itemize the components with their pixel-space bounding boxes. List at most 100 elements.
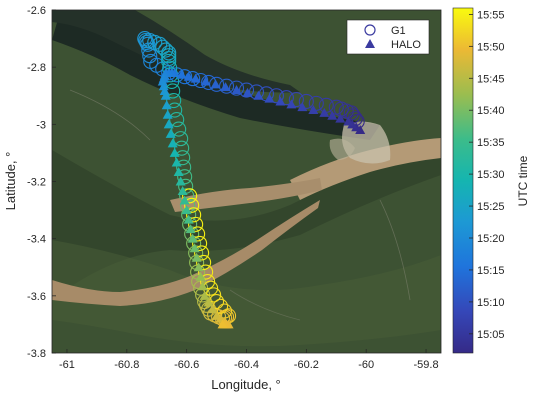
x-tick-label: -61 xyxy=(59,359,75,371)
g1-point xyxy=(152,36,168,52)
halo-point xyxy=(185,224,196,234)
g1-point xyxy=(176,159,192,175)
g1-point xyxy=(198,264,214,280)
colorbar-tick-label: 15:40 xyxy=(477,105,505,117)
halo-point xyxy=(162,109,173,119)
g1-point xyxy=(278,90,294,106)
legend-halo-label: HALO xyxy=(391,39,421,51)
halo-point xyxy=(203,297,214,307)
colorbar: 15:05 15:10 15:15 15:20 15:25 15:30 15:35 15:40… xyxy=(452,7,530,354)
legend-g1-marker xyxy=(364,24,376,36)
g1-point xyxy=(186,207,202,223)
g1-point xyxy=(188,216,204,232)
halo-point xyxy=(177,186,188,196)
legend-box xyxy=(346,19,430,55)
halo-point xyxy=(319,107,330,117)
g1-point xyxy=(182,188,198,204)
colorbar-tick-label: 15:55 xyxy=(477,9,505,21)
colorbar-tick-label: 15:05 xyxy=(477,329,505,341)
g1-point xyxy=(175,150,191,166)
halo-point xyxy=(159,85,170,95)
halo-point xyxy=(210,79,221,89)
g1-point xyxy=(298,93,314,110)
halo-point xyxy=(217,319,228,329)
legend-halo-marker xyxy=(365,39,375,48)
y-tick-label: -3 xyxy=(36,119,46,131)
x-tick-label: -60.4 xyxy=(234,359,259,371)
g1-point xyxy=(238,82,255,98)
halo-point xyxy=(335,113,346,123)
colorbar-tick-label: 15:35 xyxy=(477,137,505,149)
g1-point xyxy=(219,78,235,94)
halo-point xyxy=(200,76,211,86)
halo-point xyxy=(181,205,192,215)
colorbar-tick-label: 15:15 xyxy=(477,265,505,277)
halo-point xyxy=(160,90,171,100)
g1-point xyxy=(161,45,177,61)
halo-point xyxy=(297,102,308,112)
halo-point xyxy=(264,93,275,103)
halo-point xyxy=(343,116,354,126)
halo-point xyxy=(199,290,210,300)
halo-point xyxy=(197,281,208,291)
colorbar-tick-label: 15:50 xyxy=(477,41,505,53)
halo-point xyxy=(195,271,206,281)
g1-point xyxy=(288,92,304,108)
halo-point xyxy=(189,243,200,253)
g1-point xyxy=(194,245,210,261)
x-tick-label: -60.8 xyxy=(114,359,139,371)
legend: G1 HALO xyxy=(346,19,430,55)
halo-point xyxy=(220,82,231,92)
halo-point xyxy=(165,128,176,138)
colorbar-tick-label: 15:45 xyxy=(477,73,505,85)
y-axis-label: Latitude, ° xyxy=(3,152,18,211)
g1-point xyxy=(161,48,177,64)
halo-point xyxy=(167,138,178,148)
plot-frame xyxy=(51,9,442,354)
halo-point xyxy=(275,96,286,106)
halo-point xyxy=(308,105,319,115)
x-tick-label: -60.6 xyxy=(174,359,199,371)
g1-point xyxy=(169,112,185,128)
halo-point xyxy=(158,81,169,91)
y-tick-label: -3.4 xyxy=(27,234,46,246)
halo-point xyxy=(157,76,168,86)
g1-point xyxy=(228,80,245,96)
colorbar-label: UTC time xyxy=(516,155,530,206)
halo-point xyxy=(253,90,264,100)
g1-point xyxy=(190,226,206,242)
g1-point xyxy=(192,235,208,251)
g1-point xyxy=(138,32,154,49)
legend-g1-label: G1 xyxy=(391,25,406,37)
halo-point xyxy=(327,110,338,120)
halo-point xyxy=(191,252,202,262)
halo-point xyxy=(187,233,198,243)
g1-point xyxy=(200,273,216,290)
g1-point xyxy=(184,197,200,213)
satellite-map-background xyxy=(52,10,441,353)
halo-point xyxy=(175,176,186,186)
x-axis-label: Longitude, ° xyxy=(211,377,281,392)
x-tick-label: -60 xyxy=(358,359,374,371)
y-tick-label: -3.6 xyxy=(27,291,46,303)
halo-point xyxy=(231,85,242,95)
halo-point xyxy=(193,262,204,272)
colorbar-tick-label: 15:30 xyxy=(477,169,505,181)
halo-point xyxy=(286,99,297,109)
halo-point xyxy=(173,166,184,176)
halo-point xyxy=(183,214,194,224)
g1-point xyxy=(173,131,189,147)
y-tick-label: -3.8 xyxy=(27,348,46,360)
g1-point xyxy=(171,121,187,137)
halo-point xyxy=(163,119,174,129)
axes-ticks: -61 -60.8 -60.6 -60.4 -60.2 -60 -59.8 -3.8 -3.6 -… xyxy=(27,5,439,371)
halo-point xyxy=(207,304,218,314)
colorbar-bar xyxy=(452,7,474,354)
colorbar-tick-label: 15:25 xyxy=(477,201,505,213)
y-tick-label: -3.2 xyxy=(27,177,46,189)
colorbar-ticks: 15:05 15:10 15:15 15:20 15:25 15:30 15:35 15:40… xyxy=(469,9,505,341)
g1-point xyxy=(161,51,177,67)
data-markers xyxy=(137,31,366,329)
halo-point xyxy=(179,195,190,205)
